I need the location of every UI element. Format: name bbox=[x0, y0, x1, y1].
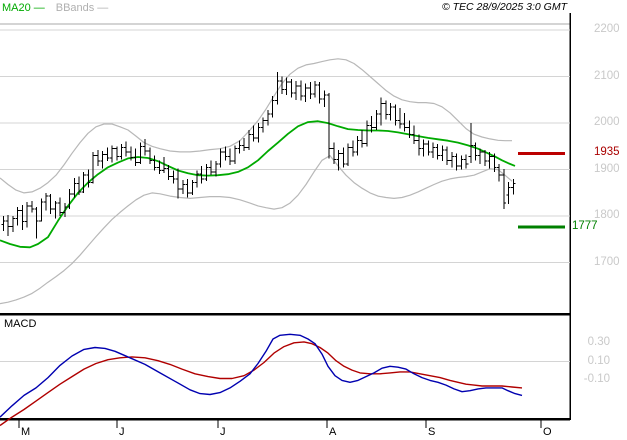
macd-scale-label-1: 0.10 bbox=[587, 354, 610, 367]
macd-scale-label-2: -0.10 bbox=[583, 373, 610, 386]
month-label-M: M bbox=[21, 426, 31, 438]
month-label-O: O bbox=[543, 426, 552, 438]
copyright-text: © TEC 28/9/2025 3:0 GMT bbox=[441, 1, 567, 13]
macd-panel-label: MACD bbox=[4, 318, 37, 330]
price-axis-label-1700: 1700 bbox=[594, 255, 620, 268]
month-label-J: J bbox=[119, 426, 125, 438]
legend-ma20-label[interactable]: MA20 bbox=[2, 2, 31, 14]
macd-scale-label-0: 0.30 bbox=[587, 335, 610, 348]
chart-legend: MA20— BBands — bbox=[2, 2, 111, 14]
price-axis-label-1800: 1800 bbox=[594, 209, 620, 222]
month-label-J: J bbox=[220, 426, 226, 438]
legend-ma20-swatch: — bbox=[33, 2, 45, 14]
month-label-A: A bbox=[329, 426, 337, 438]
legend-bbands-label[interactable]: BBands bbox=[55, 2, 95, 14]
price-axis-label-2200: 2200 bbox=[594, 23, 620, 35]
legend-bbands-swatch: — bbox=[97, 2, 109, 14]
price-axis-label-2100: 2100 bbox=[594, 69, 620, 82]
month-label-S: S bbox=[428, 426, 436, 438]
price-axis-label-2000: 2000 bbox=[594, 116, 620, 129]
price-level-label-1777: 1777 bbox=[572, 219, 598, 232]
price-level-label-1935: 1935 bbox=[594, 146, 620, 159]
price-axis-label-1900: 1900 bbox=[594, 162, 620, 175]
